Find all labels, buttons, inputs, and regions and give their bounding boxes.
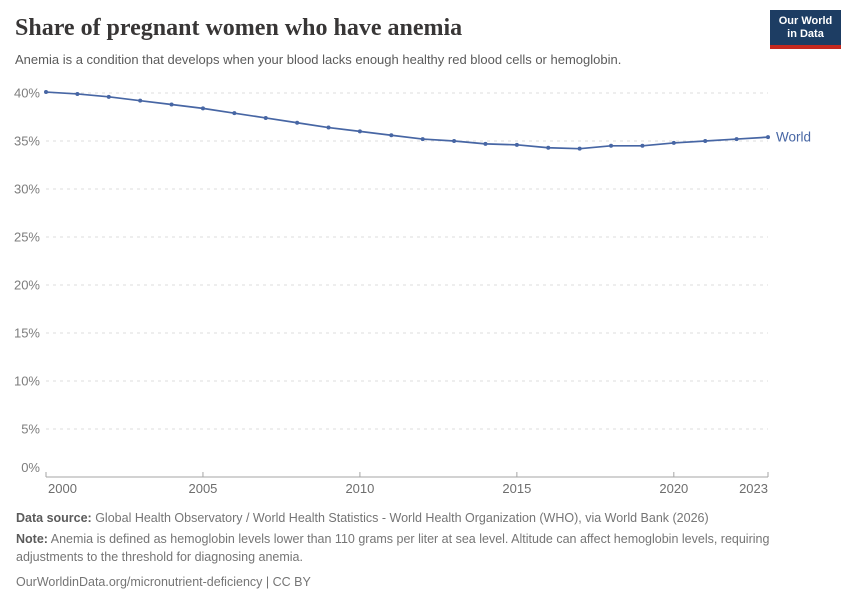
y-axis-tick-label: 25%: [14, 230, 40, 245]
data-point: [263, 115, 268, 120]
data-point: [452, 139, 457, 143]
data-point: [326, 125, 331, 130]
y-axis-tick-label: 5%: [21, 422, 40, 437]
y-axis-tick-label: 40%: [14, 86, 40, 101]
data-point: [420, 137, 425, 142]
series-line-world: [45, 91, 769, 150]
chart-subtitle: Anemia is a condition that develops when…: [15, 52, 622, 67]
y-axis-tick-label: 0%: [21, 460, 40, 475]
owid-logo-line2: in Data: [787, 27, 824, 40]
data-source-row: Data source: Global Health Observatory /…: [16, 509, 816, 527]
data-point: [609, 143, 614, 148]
line-chart[interactable]: 0% 5% 10% 15% 20% 25% 30% 35% 40% 2000 2005 2010 201…: [0, 80, 850, 505]
data-point: [766, 135, 770, 140]
citation-row: OurWorldinData.org/micronutrient-deficie…: [16, 573, 816, 591]
data-point: [703, 139, 708, 143]
data-point: [357, 129, 362, 134]
note-label: Note:: [16, 532, 48, 547]
owid-logo-line1: Our World: [778, 15, 833, 27]
data-point: [106, 94, 111, 99]
x-axis-tick-label: 2023: [739, 481, 768, 496]
data-point: [169, 102, 174, 107]
data-point: [200, 106, 205, 111]
owid-logo: Our World in Data: [770, 10, 841, 49]
x-axis-tick-label: 2005: [188, 481, 217, 496]
data-point: [75, 91, 80, 96]
data-source-text: Global Health Observatory / World Health…: [91, 511, 709, 525]
note-text: Anemia is defined as hemoglobin levels l…: [16, 532, 770, 565]
x-axis-tick-label: 2020: [659, 481, 688, 496]
data-point: [671, 140, 676, 145]
y-axis-tick-label: 20%: [14, 278, 40, 293]
y-axis-tick-label: 10%: [14, 374, 40, 389]
note-row: Note: Anemia is defined as hemoglobin le…: [16, 530, 816, 566]
data-point: [734, 137, 739, 142]
y-axis-tick-label: 35%: [14, 134, 40, 149]
y-axis-tick-label: 30%: [14, 182, 40, 197]
x-axis-tick-label: 2015: [502, 481, 531, 496]
data-point: [138, 98, 143, 103]
data-source-label: Data source:: [16, 511, 92, 525]
data-point: [483, 141, 488, 146]
data-point: [232, 111, 237, 116]
page-title: Share of pregnant women who have anemia: [15, 15, 463, 41]
data-point: [389, 133, 394, 138]
data-point: [44, 90, 48, 95]
data-point: [577, 146, 582, 151]
series-end-label: World: [776, 130, 811, 145]
chart-footer: Data source: Global Health Observatory /…: [16, 509, 816, 595]
citation-link[interactable]: OurWorldinData.org/micronutrient-deficie…: [16, 575, 311, 590]
data-point: [640, 143, 645, 148]
y-axis-tick-label: 15%: [14, 326, 40, 341]
data-point: [295, 120, 300, 125]
x-axis-tick-label: 2000: [48, 481, 77, 496]
data-point: [546, 145, 551, 150]
data-point: [514, 142, 519, 147]
x-axis-tick-label: 2010: [345, 481, 374, 496]
